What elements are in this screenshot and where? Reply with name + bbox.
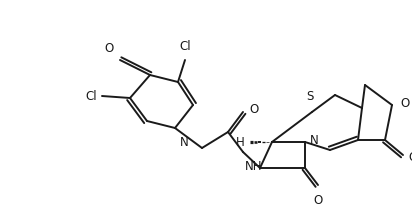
Text: N: N [310, 133, 319, 146]
Text: N: N [180, 136, 189, 149]
Text: O: O [400, 97, 409, 109]
Text: Cl: Cl [179, 40, 191, 53]
Text: NH: NH [245, 160, 262, 173]
Text: Cl: Cl [85, 90, 97, 102]
Text: O: O [408, 150, 412, 164]
Text: O: O [105, 42, 114, 55]
Text: S: S [306, 90, 314, 103]
Text: O: O [249, 102, 258, 116]
Text: H: H [236, 136, 245, 148]
Text: O: O [314, 194, 323, 207]
